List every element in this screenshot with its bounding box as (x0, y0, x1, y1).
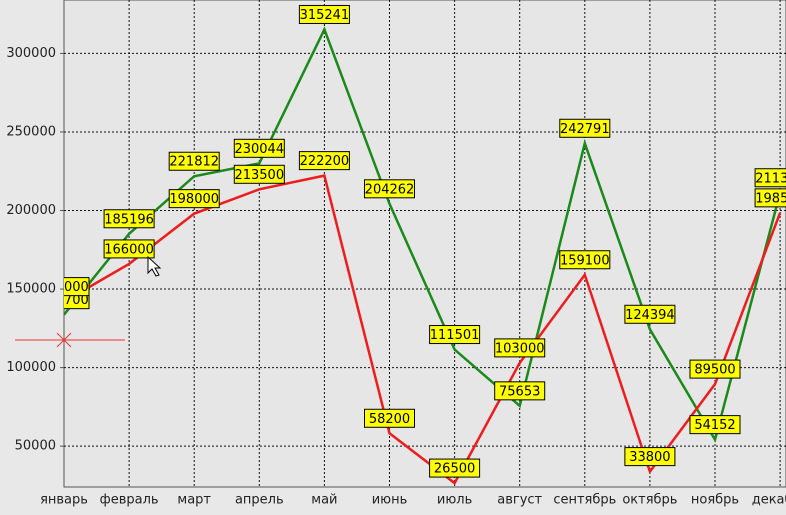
y-tick-label: 200000 (6, 203, 56, 218)
data-label-background (689, 415, 741, 435)
data-label: 222200 (300, 154, 350, 169)
data-label-background (298, 4, 350, 24)
y-tick-label: 100000 (6, 360, 56, 375)
data-label-background (754, 168, 786, 188)
data-label: 213500 (234, 168, 284, 183)
data-label-box: 198500 (754, 188, 786, 208)
data-label: 198000 (169, 192, 219, 207)
y-tick-label: 150000 (6, 282, 56, 297)
data-label-background (64, 277, 90, 297)
data-label-background (689, 359, 741, 379)
data-label-background (168, 151, 220, 171)
data-label: 198500 (755, 191, 786, 206)
data-label-box: 54152 (689, 415, 741, 435)
data-label-box: 213500 (233, 164, 285, 184)
data-label-background (364, 179, 415, 199)
data-label: 142000 (39, 280, 89, 295)
data-label-background (754, 188, 786, 208)
data-label: 111501 (430, 328, 480, 343)
data-label-background (103, 209, 155, 229)
data-label-box: 75653 (494, 381, 546, 401)
data-label: 211300 (755, 171, 786, 186)
data-label-background (494, 381, 546, 401)
x-tick-label: январь (40, 493, 88, 508)
x-tick-label: декабрь (752, 493, 786, 508)
data-label-background (233, 138, 285, 158)
x-tick-label: июль (437, 493, 472, 508)
crosshair (15, 332, 125, 348)
data-label-background (429, 458, 481, 478)
x-tick-label: февраль (100, 493, 159, 508)
y-tick-label: 300000 (6, 46, 56, 61)
x-tick-label: октябрь (622, 493, 677, 508)
data-label: 124394 (625, 308, 675, 323)
data-label-background (298, 151, 350, 171)
data-label-box: 26500 (429, 458, 481, 478)
data-label: 54152 (694, 418, 735, 433)
data-label-background (103, 239, 155, 259)
mouse-cursor (147, 255, 162, 277)
data-label-box: 124394 (624, 304, 676, 324)
y-tick-label: 250000 (6, 124, 56, 139)
data-label-background (429, 325, 481, 345)
x-tick-label: ноябрь (691, 493, 739, 508)
x-tick-label: март (177, 493, 211, 508)
data-label-box: 58200 (364, 408, 415, 428)
series-line (64, 26, 782, 443)
data-label-box: 221812 (168, 151, 220, 171)
x-tick-label: апрель (235, 493, 284, 508)
data-label: 315241 (300, 8, 350, 23)
data-label-background (364, 408, 415, 428)
y-tick-label: 50000 (15, 439, 56, 454)
data-label: 166000 (104, 242, 154, 257)
x-tick-label: август (497, 493, 542, 508)
data-label-background (233, 164, 285, 184)
data-label-box: 33800 (624, 447, 676, 467)
x-tick-label: июнь (372, 493, 408, 508)
data-label-box: 222200 (298, 151, 350, 171)
x-tick-label: май (311, 493, 337, 508)
data-label-background (624, 447, 676, 467)
data-label-background (559, 250, 611, 270)
data-label: 58200 (369, 412, 410, 427)
data-label-box: 230044 (233, 138, 285, 158)
data-label-box: 198000 (168, 189, 220, 209)
data-label-box: 315241 (298, 4, 350, 24)
data-label-box: 159100 (559, 250, 611, 270)
data-label-box: 242791 (559, 118, 611, 138)
data-label-background (168, 189, 220, 209)
data-label-box: 103000 (494, 338, 546, 358)
data-label-background (494, 338, 546, 358)
data-label: 221812 (169, 155, 219, 170)
data-label-box: 211300 (754, 168, 786, 188)
data-label-box: 111501 (429, 325, 481, 345)
data-label: 103000 (495, 341, 545, 356)
data-label: 230044 (234, 142, 284, 157)
data-label-background (624, 304, 676, 324)
data-label-background (559, 118, 611, 138)
data-label: 159100 (560, 253, 610, 268)
data-label: 33800 (629, 450, 670, 465)
data-label: 133700 (39, 293, 89, 308)
data-label-box: 166000 (103, 239, 155, 259)
x-tick-label: сентябрь (553, 493, 616, 508)
data-label: 75653 (499, 384, 540, 399)
data-label: 26500 (434, 462, 475, 477)
data-label-box: 185196 (103, 209, 155, 229)
data-label: 185196 (104, 212, 154, 227)
data-label-box: 89500 (689, 359, 741, 379)
data-label: 242791 (560, 122, 610, 137)
data-label-box: 142000 (39, 277, 90, 297)
data-label: 89500 (694, 363, 735, 378)
plot-area (63, 0, 786, 488)
data-label-box: 204262 (364, 179, 415, 199)
data-label: 204262 (365, 182, 415, 197)
